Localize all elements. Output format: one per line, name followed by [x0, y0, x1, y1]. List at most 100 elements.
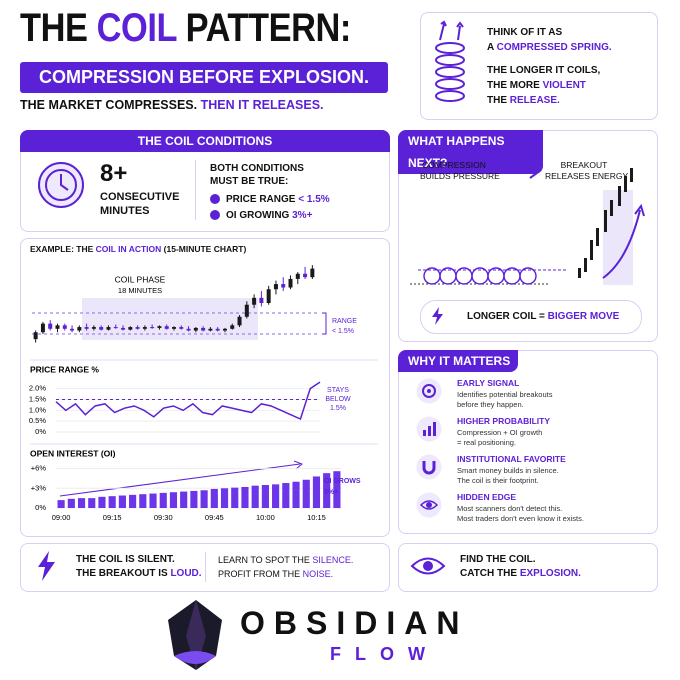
- chart-title: PRICE RANGE %: [30, 364, 99, 374]
- x-tick-label: 09:15: [103, 513, 122, 522]
- text-segment: < 1.5%: [298, 194, 330, 205]
- why-item: INSTITUTIONAL FAVORITE Smart money builds…: [457, 454, 566, 486]
- text-segment: THE COIL IS SILENT.: [76, 554, 175, 565]
- range-label: < 1.5%: [332, 328, 354, 335]
- bar: [77, 498, 86, 508]
- why-icon: [416, 492, 442, 518]
- y-tick-label: 1.0%: [29, 405, 46, 414]
- candle-body: [266, 289, 271, 303]
- candle-body: [201, 327, 206, 331]
- why-item: HIGHER PROBABILITY Compression + OI growt…: [457, 416, 550, 448]
- candle-body: [77, 327, 82, 331]
- candle-body: [273, 284, 278, 290]
- text-segment: CATCH THE: [460, 568, 520, 579]
- text-segment: SILENCE.: [312, 555, 354, 565]
- text-segment: FIND THE COIL.: [460, 554, 536, 565]
- line: THE BREAKOUT IS LOUD.: [76, 567, 202, 581]
- bar: [139, 494, 147, 508]
- y-tick-label: 0.5%: [29, 416, 46, 425]
- line: RELEASES ENERGY: [545, 171, 629, 181]
- x-tick-label: 09:30: [154, 513, 173, 522]
- candle-body: [230, 325, 235, 329]
- text-segment: 3%+: [292, 210, 313, 221]
- callout: LONGER COIL = BIGGER MOVE: [467, 311, 619, 322]
- line: Smart money builds in silence.: [457, 466, 559, 475]
- text-segment: COIL IN ACTION: [95, 244, 162, 254]
- candle-body: [193, 327, 198, 331]
- bar: [210, 488, 218, 508]
- line: COMPRESSION: [422, 160, 486, 170]
- why-item-title: INSTITUTIONAL FAVORITE: [457, 454, 566, 464]
- y-tick-label: 0%: [35, 427, 46, 436]
- bar: [169, 492, 178, 508]
- bar: [190, 490, 198, 508]
- text-segment: COIL: [96, 6, 177, 50]
- candle-body: [237, 316, 242, 326]
- line: MINUTES: [100, 205, 150, 217]
- bolt-icon: [38, 551, 55, 581]
- next-right: BREAKOUT RELEASES ENERGY: [545, 160, 629, 182]
- text-segment: THEN IT RELEASES.: [200, 98, 324, 112]
- candle-body: [157, 326, 162, 328]
- candle-body: [113, 327, 118, 329]
- logo-mark: [168, 600, 222, 670]
- why-icon: [416, 454, 442, 480]
- line: CATCH THE EXPLOSION.: [460, 567, 581, 581]
- logo-sub: FLOW: [330, 644, 439, 664]
- why-title: WHY IT MATTERS: [398, 350, 518, 372]
- why-item-title: HIDDEN EDGE: [457, 492, 517, 502]
- candle-body: [281, 284, 286, 288]
- range-bracket: [322, 312, 327, 335]
- next-title: WHAT HAPPENS NEXT?: [398, 130, 543, 174]
- y-tick-label: 0%: [35, 503, 46, 512]
- candle-body: [215, 328, 220, 331]
- trend-arrow: [59, 463, 301, 497]
- footer-left: THE COIL IS SILENT. THE BREAKOUT IS LOUD.: [76, 553, 202, 581]
- bar: [57, 500, 65, 508]
- line: Identifies potential breakouts: [457, 390, 553, 399]
- bar: [149, 493, 157, 508]
- candle-body: [186, 328, 191, 331]
- check: OI GROWING 3%+: [210, 208, 330, 224]
- bar: [67, 498, 75, 508]
- chart-title: OPEN INTEREST (OI): [30, 448, 116, 458]
- bar: [88, 498, 96, 508]
- line: PRICE RANGE < 1.5%: [226, 194, 330, 205]
- candle-body: [244, 304, 249, 317]
- text-segment: NOISE.: [302, 569, 334, 579]
- text-segment: EXPLOSION.: [519, 568, 581, 579]
- candle-body: [40, 323, 45, 333]
- text-segment: THINK OF IT AS: [487, 27, 563, 38]
- bar: [292, 481, 300, 508]
- oi-label: OI GROWS: [324, 478, 361, 485]
- stays-label: STAYS: [327, 387, 349, 394]
- range-label: RANGE: [332, 318, 357, 325]
- text-segment: (15-MINUTE CHART): [161, 244, 247, 254]
- candle-body: [179, 327, 184, 329]
- text-segment: LONGER COIL =: [467, 311, 548, 322]
- candle-body: [172, 327, 176, 329]
- candle-body: [84, 327, 89, 329]
- bar: [241, 486, 249, 508]
- line: LEARN TO SPOT THE SILENCE.: [218, 553, 353, 567]
- line: THE MORE VIOLENT: [487, 78, 612, 93]
- text-segment: RELEASE.: [509, 95, 560, 106]
- coil-label: COIL PHASE: [115, 274, 166, 284]
- bar: [220, 488, 229, 508]
- text-segment: PROFIT FROM THE: [218, 569, 303, 579]
- y-tick-label: +6%: [31, 464, 47, 473]
- candle-body: [164, 326, 169, 329]
- bar: [180, 491, 188, 508]
- line: MUST BE TRUE:: [210, 176, 289, 187]
- candle-body: [252, 297, 257, 305]
- subtitle: THE MARKET COMPRESSES. THEN IT RELEASES.: [20, 98, 324, 112]
- y-tick-label: 2.0%: [29, 384, 46, 393]
- candle-body: [70, 328, 75, 331]
- breakout-illustration: [410, 167, 645, 285]
- bar: [251, 485, 259, 508]
- y-tick-label: +3%: [31, 483, 47, 492]
- why-icon: [416, 416, 442, 442]
- line: The coil is their footprint.: [457, 476, 539, 485]
- divider: [205, 552, 206, 582]
- bar: [118, 495, 126, 508]
